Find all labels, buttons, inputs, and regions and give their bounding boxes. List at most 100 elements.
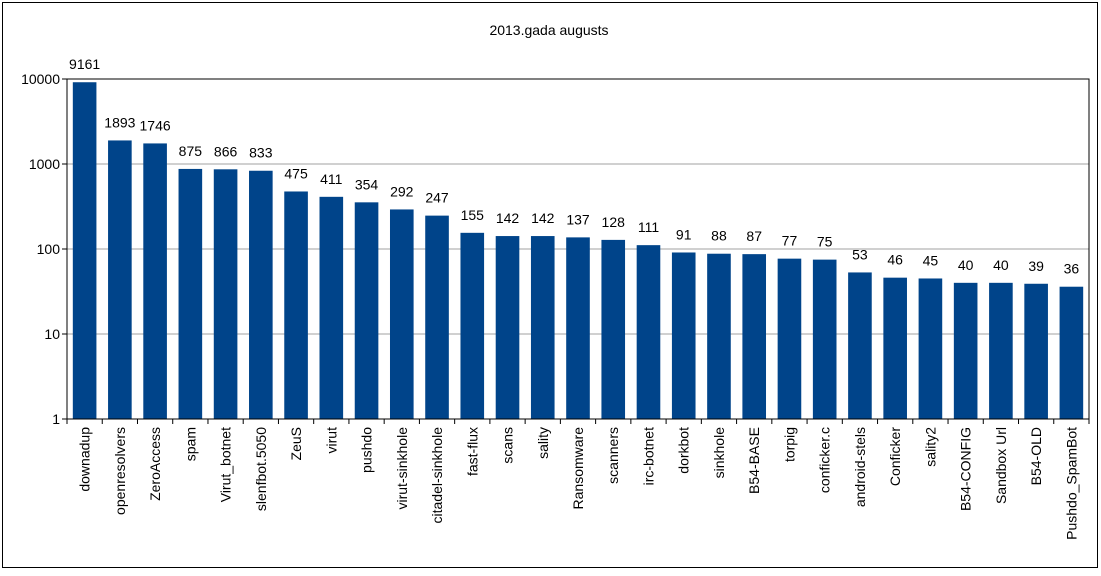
data-label: 866 [214, 143, 238, 159]
x-tick-label: virut [323, 427, 339, 454]
bar [566, 237, 590, 419]
x-tick-label: scanners [605, 427, 621, 484]
x-tick-label: torpig [781, 427, 797, 462]
data-label: 40 [993, 257, 1009, 273]
x-tick-label: scans [500, 427, 516, 464]
y-tick-label: 100 [37, 241, 61, 257]
x-tick-label: Virut_botnet [218, 427, 234, 502]
x-tick-label: Conficker [887, 427, 903, 486]
x-tick-label: ZeuS [288, 427, 304, 460]
bar [636, 245, 661, 419]
data-label: 46 [887, 252, 903, 268]
bar [460, 232, 485, 419]
y-tick-label: 10 [44, 326, 60, 342]
data-label: 875 [179, 143, 203, 159]
x-tick-label: conficker.c [817, 427, 833, 493]
data-label: 354 [355, 176, 379, 192]
bar [777, 258, 802, 419]
data-label: 1893 [104, 114, 135, 130]
x-tick-label: android-stels [852, 427, 868, 507]
x-tick-label: ZeroAccess [147, 427, 163, 501]
data-label: 91 [676, 226, 692, 242]
data-label: 53 [852, 246, 868, 262]
bar [1059, 286, 1084, 419]
y-tick-label: 10000 [21, 71, 60, 87]
bar [319, 196, 344, 419]
bar [530, 236, 555, 419]
bars [72, 82, 1084, 419]
x-tick-label: fast-flux [464, 427, 480, 476]
x-tick-label: downadup [77, 427, 93, 492]
data-label: 137 [566, 211, 590, 227]
bar [495, 236, 520, 419]
data-label: 77 [782, 233, 798, 249]
bar [848, 272, 872, 419]
x-tick-label: Ransomware [570, 427, 586, 510]
x-tick-label: Sandbox Url [993, 427, 1009, 504]
data-label: 40 [958, 257, 974, 273]
x-tick-label: B54-BASE [746, 427, 762, 494]
bar [742, 254, 767, 419]
data-label: 75 [817, 234, 833, 250]
bar [425, 215, 449, 419]
bar [354, 202, 379, 419]
data-label: 247 [425, 190, 449, 206]
x-tick-label: B54-OLD [1028, 427, 1044, 485]
bar [989, 282, 1013, 419]
plot-frame [66, 78, 1090, 420]
data-label: 142 [496, 210, 520, 226]
x-tick-label: sality2 [922, 427, 938, 467]
bar [213, 169, 238, 419]
bar [249, 170, 273, 419]
data-label: 833 [249, 145, 273, 161]
data-label: 111 [638, 219, 659, 235]
bar [601, 239, 626, 419]
x-tick-label: spam [182, 427, 198, 461]
y-tick-label: 1000 [29, 156, 60, 172]
bar [812, 259, 837, 419]
bar [143, 143, 167, 419]
x-tick-label: sinkhole [711, 427, 727, 479]
data-label: 142 [531, 210, 555, 226]
x-tick-label: B54-CONFIG [958, 427, 974, 511]
x-tick-label: pushdo [359, 427, 375, 473]
x-tick-label: dorkbot [676, 427, 692, 474]
x-tick-label: citadel-sinkhole [429, 427, 445, 524]
bar [883, 277, 907, 419]
bar [284, 191, 308, 419]
data-labels: 9161 1893 1746 875 866 833 475 411 354 292 247 155 1… [69, 56, 1079, 276]
bar [671, 252, 696, 419]
data-label: 155 [461, 207, 485, 223]
x-tick-label: virut-sinkhole [394, 427, 410, 510]
bar [953, 282, 978, 419]
data-label: 9161 [69, 56, 100, 72]
data-label: 36 [1064, 261, 1080, 277]
bar [707, 253, 731, 419]
x-tick-label: Pushdo_SpamBot [1063, 427, 1079, 540]
x-axis: downadup openresolvers ZeroAccess spam Virut… [66, 419, 1090, 540]
y-axis: 1 10 100 1000 10000 [21, 71, 67, 427]
data-label: 87 [746, 228, 762, 244]
x-tick-label: slenfbot.5050 [253, 427, 269, 511]
data-label: 475 [284, 165, 308, 181]
y-tick-label: 1 [52, 411, 60, 427]
data-label: 39 [1028, 258, 1044, 274]
x-tick-label: sality [535, 427, 551, 459]
bar [108, 140, 132, 419]
chart-title: 2013.gada augusts [489, 22, 608, 38]
x-tick-label: openresolvers [112, 427, 128, 515]
data-label: 411 [320, 171, 343, 187]
bar [389, 209, 414, 419]
bar [1024, 283, 1048, 419]
bar [918, 278, 943, 419]
bar [178, 168, 203, 419]
data-label: 88 [711, 228, 727, 244]
x-tick-label: irc-botnet [640, 427, 656, 485]
bar [72, 82, 97, 419]
data-label: 128 [602, 214, 626, 230]
data-label: 1746 [140, 117, 171, 133]
data-label: 45 [923, 252, 939, 268]
data-label: 292 [390, 183, 414, 199]
